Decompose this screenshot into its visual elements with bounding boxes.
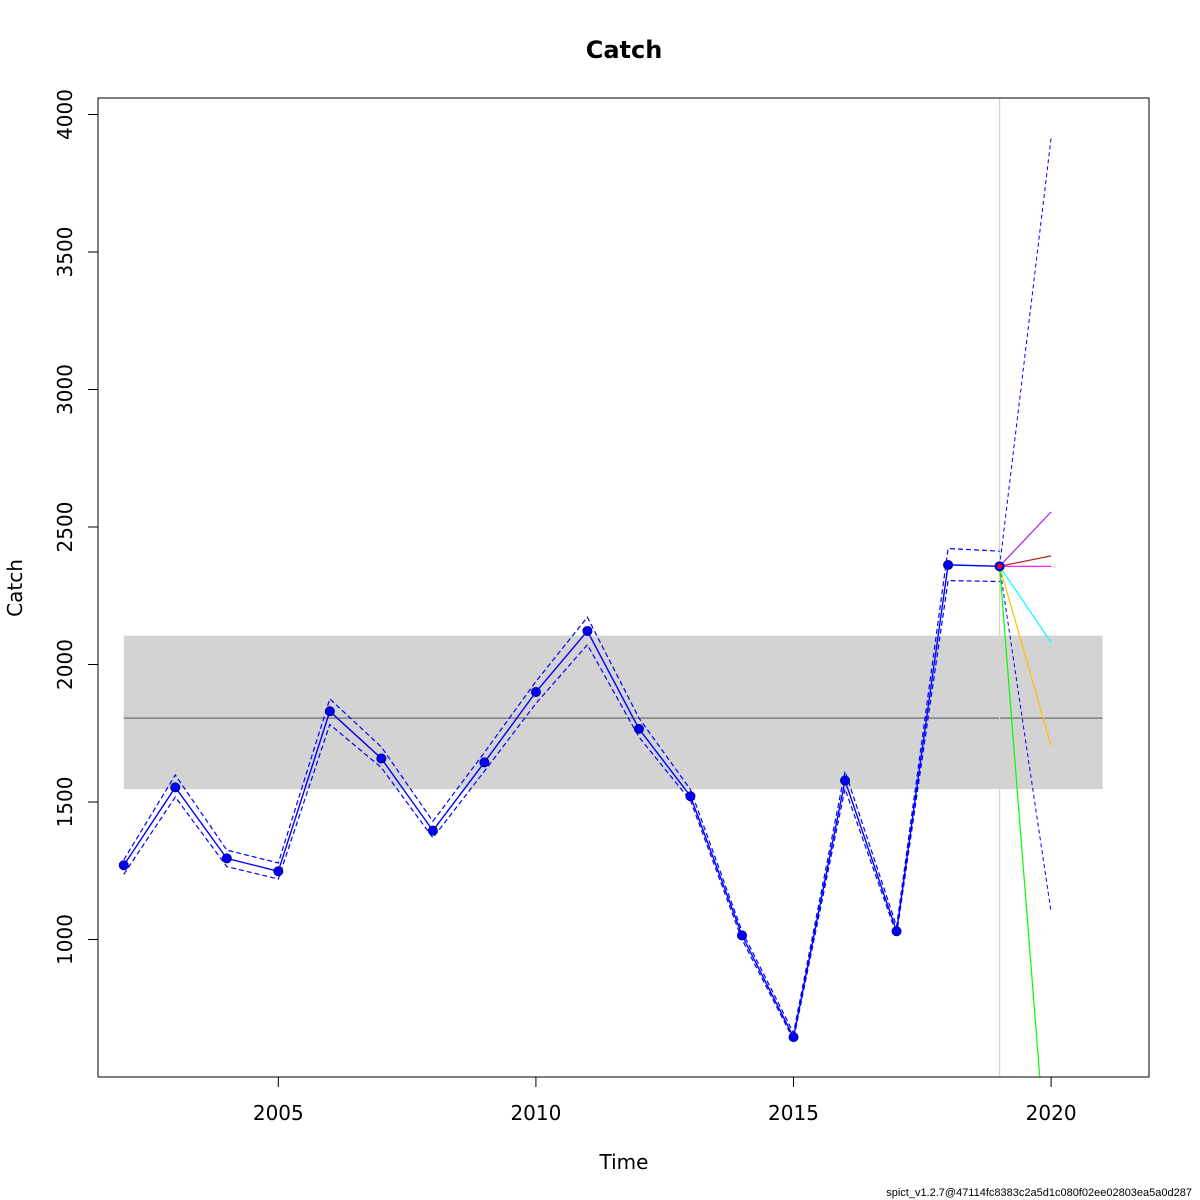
scenario-line-1 [999, 555, 1052, 567]
chart-title: Catch [586, 36, 663, 64]
x-tick-label: 2020 [1026, 1101, 1077, 1125]
scenario-line-0 [999, 511, 1052, 567]
x-axis-label: Time [599, 1150, 649, 1174]
data-point [479, 757, 490, 768]
forecast-upper-ci [999, 137, 1052, 567]
forecast-lower-ci [999, 566, 1052, 913]
scenario-line-4 [999, 566, 1052, 746]
x-tick-label: 2010 [510, 1101, 561, 1125]
scenario-line-5 [998, 566, 1041, 1077]
x-tick-label: 2005 [253, 1101, 304, 1125]
y-tick-label: 1000 [53, 914, 77, 965]
y-tick-label: 2000 [53, 639, 77, 690]
data-point [685, 791, 696, 802]
series-line [123, 564, 1000, 1040]
data-point [943, 559, 954, 570]
y-tick-label: 4000 [53, 89, 77, 140]
data-point [788, 1032, 799, 1043]
y-axis-label: Catch [3, 559, 27, 617]
reference-band [123, 635, 1103, 790]
current-point [997, 563, 1003, 569]
data-point [633, 723, 644, 734]
data-point [582, 625, 593, 636]
plot-frame [97, 97, 1150, 1078]
data-point [376, 753, 387, 764]
version-footer: spict_v1.2.7@47114fc8383c2a5d1c080f02ee0… [886, 1187, 1192, 1199]
x-tick-label: 2015 [768, 1101, 819, 1125]
data-point [427, 825, 438, 836]
y-tick-label: 3500 [53, 227, 77, 278]
data-point [891, 926, 902, 937]
data-point [324, 706, 335, 717]
axes: 2005 2010 2015 2020 1000 1500 2000 2500 3000 3500… [53, 89, 1077, 1125]
plot-area [118, 98, 1103, 1077]
series-upper-ci [123, 547, 1000, 1035]
y-tick-label: 1500 [53, 777, 77, 828]
data-point [170, 782, 181, 793]
data-point [221, 853, 232, 864]
y-tick-label: 2500 [53, 502, 77, 553]
data-point [530, 687, 541, 697]
data-point [736, 930, 747, 941]
data-point [273, 866, 284, 877]
data-point [840, 775, 851, 786]
data-point [118, 860, 129, 871]
scenario-line-3 [999, 565, 1052, 643]
y-tick-label: 3000 [53, 364, 77, 415]
